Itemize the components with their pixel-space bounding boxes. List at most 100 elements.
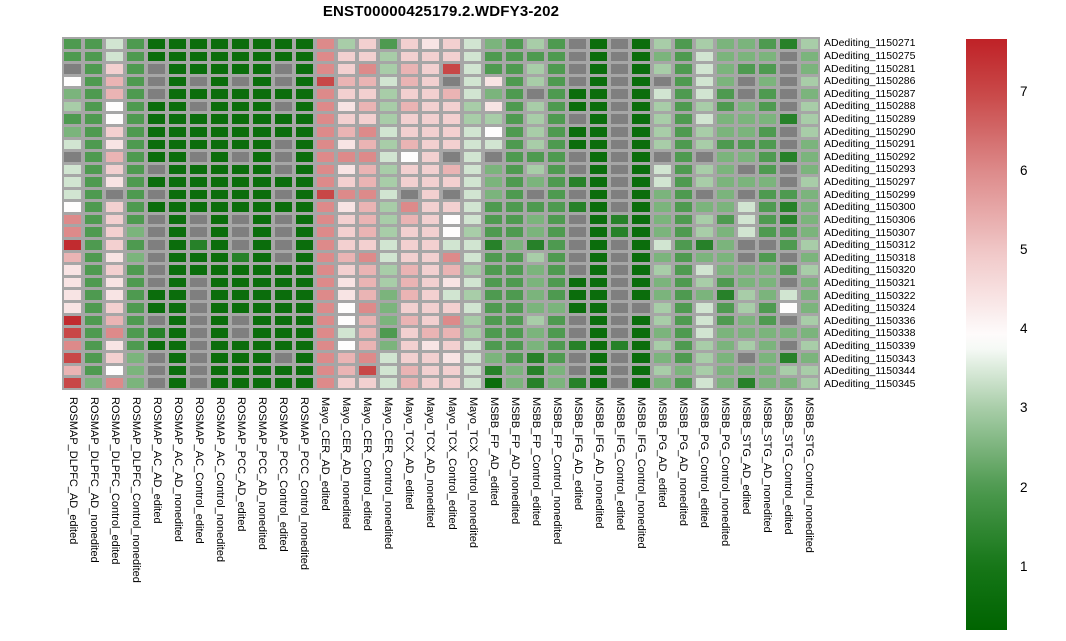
heatmap-cell: [653, 365, 671, 376]
heatmap-cell: [127, 202, 145, 212]
column-label: MSBB_FP_AD_nonedited: [508, 397, 521, 525]
heatmap-cell: [106, 302, 124, 313]
heatmap-cell: [358, 240, 376, 250]
heatmap-grid: [62, 37, 820, 390]
heatmap-cell: [548, 240, 566, 250]
heatmap-cell: [169, 126, 187, 137]
heatmap-cell: [400, 189, 418, 200]
heatmap-cell: [379, 315, 397, 326]
row-label: ADediting_1150299: [824, 188, 916, 201]
heatmap-cell: [485, 64, 503, 74]
heatmap-cell: [358, 64, 376, 74]
heatmap-cell: [737, 164, 755, 175]
heatmap-cell: [695, 101, 713, 112]
heatmap-cell: [506, 265, 524, 275]
heatmap-cell: [274, 240, 292, 250]
column-label: ROSMAP_DLPFC_Control_nonedited: [129, 397, 142, 583]
heatmap-cell: [548, 378, 566, 388]
heatmap-cell: [716, 290, 734, 300]
heatmap-cell: [295, 290, 313, 300]
heatmap-cell: [569, 139, 587, 150]
heatmap-cell: [506, 378, 524, 388]
heatmap-cell: [674, 39, 692, 49]
heatmap-cell: [274, 51, 292, 62]
heatmap-cell: [527, 51, 545, 62]
heatmap-cell: [358, 365, 376, 376]
heatmap-cell: [85, 101, 103, 112]
heatmap-cell: [85, 51, 103, 62]
heatmap-cell: [274, 139, 292, 150]
heatmap-cell: [653, 302, 671, 313]
heatmap-cell: [64, 126, 82, 137]
column-label: ROSMAP_PCC_AD_edited: [234, 397, 247, 532]
heatmap-cell: [169, 340, 187, 351]
heatmap-cell: [337, 240, 355, 250]
heatmap-cell: [316, 189, 334, 200]
heatmap-cell: [800, 89, 818, 99]
heatmap-cell: [737, 114, 755, 124]
heatmap-cell: [274, 114, 292, 124]
heatmap-cell: [400, 202, 418, 212]
heatmap-cell: [716, 152, 734, 162]
heatmap-cell: [337, 265, 355, 275]
heatmap-cell: [421, 114, 439, 124]
heatmap-cell: [106, 328, 124, 338]
heatmap-cell: [464, 378, 482, 388]
column-label: MSBB_STG_AD_nonedited: [761, 397, 774, 533]
heatmap-cell: [169, 240, 187, 250]
heatmap-cell: [653, 353, 671, 363]
heatmap-cell: [674, 227, 692, 238]
heatmap-cell: [358, 378, 376, 388]
heatmap-cell: [611, 265, 629, 275]
heatmap-cell: [211, 76, 229, 87]
heatmap-cell: [569, 152, 587, 162]
heatmap-cell: [127, 252, 145, 263]
heatmap-cell: [590, 277, 608, 288]
heatmap-cell: [758, 126, 776, 137]
heatmap-cell: [169, 252, 187, 263]
heatmap-cell: [106, 265, 124, 275]
heatmap-cell: [611, 378, 629, 388]
heatmap-cell: [379, 302, 397, 313]
heatmap-cell: [779, 64, 797, 74]
heatmap-cell: [716, 240, 734, 250]
heatmap-cell: [337, 152, 355, 162]
heatmap-cell: [800, 202, 818, 212]
heatmap-cell: [232, 240, 250, 250]
heatmap-cell: [190, 252, 208, 263]
row-label: ADediting_1150345: [824, 377, 916, 390]
heatmap-cell: [148, 328, 166, 338]
heatmap-cell: [695, 64, 713, 74]
heatmap-cell: [485, 227, 503, 238]
heatmap-cell: [779, 214, 797, 225]
heatmap-cell: [737, 214, 755, 225]
heatmap-cell: [127, 365, 145, 376]
heatmap-cell: [190, 164, 208, 175]
heatmap-cell: [779, 340, 797, 351]
heatmap-cell: [106, 76, 124, 87]
heatmap-cell: [464, 139, 482, 150]
heatmap-cell: [779, 126, 797, 137]
heatmap-cell: [758, 64, 776, 74]
heatmap-cell: [274, 164, 292, 175]
heatmap-cell: [337, 290, 355, 300]
heatmap-cell: [653, 89, 671, 99]
heatmap-cell: [148, 277, 166, 288]
heatmap-cell: [695, 378, 713, 388]
heatmap-cell: [211, 114, 229, 124]
heatmap-cell: [653, 152, 671, 162]
heatmap-cell: [358, 76, 376, 87]
heatmap-cell: [632, 328, 650, 338]
row-label: ADediting_1150300: [824, 201, 916, 214]
heatmap-cell: [800, 126, 818, 137]
heatmap-cell: [148, 89, 166, 99]
heatmap-cell: [253, 126, 271, 137]
heatmap-cell: [85, 277, 103, 288]
heatmap-cell: [253, 214, 271, 225]
heatmap-cell: [274, 101, 292, 112]
heatmap-cell: [779, 202, 797, 212]
heatmap-cell: [800, 277, 818, 288]
heatmap-cell: [379, 353, 397, 363]
heatmap-cell: [548, 189, 566, 200]
heatmap-cell: [232, 302, 250, 313]
